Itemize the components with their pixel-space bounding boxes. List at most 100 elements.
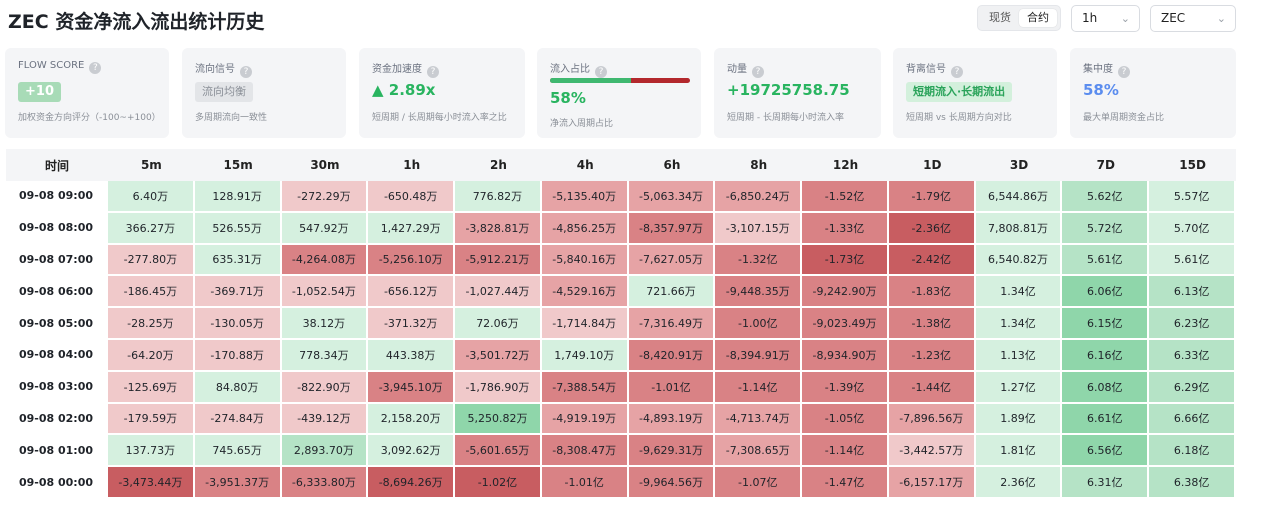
- flow-cell: 1.89亿: [975, 403, 1063, 436]
- help-icon[interactable]: ?: [1118, 66, 1130, 78]
- flow-cell: -6,157.17万: [888, 467, 976, 499]
- flow-cell: 3,092.62万: [368, 435, 456, 468]
- help-icon[interactable]: ?: [89, 62, 102, 74]
- flow-cell: 6.40万: [108, 181, 195, 213]
- help-icon[interactable]: ?: [595, 66, 607, 78]
- flow-cell: -1.23亿: [888, 339, 976, 372]
- row-time: 09-08 05:00: [6, 308, 108, 340]
- column-header: 6h: [628, 149, 716, 181]
- interval-select-value: 1h: [1082, 11, 1098, 25]
- flow-cell: 137.73万: [108, 435, 195, 468]
- flow-cell: -3,945.10万: [368, 371, 456, 404]
- flow-cell: 128.91万: [194, 181, 282, 213]
- flow-cell: -3,951.37万: [194, 467, 282, 499]
- flow-cell: -8,934.90万: [802, 339, 889, 372]
- card-concentration: 集中度? 58% 最大单周期资金占比: [1070, 48, 1236, 138]
- flow-cell: -1.44亿: [888, 371, 976, 404]
- flow-cell: -4,264.08万: [281, 244, 369, 277]
- flow-cell: -274.84万: [194, 403, 282, 436]
- flow-cell: -5,063.34万: [628, 181, 716, 213]
- flow-cell: -3,473.44万: [108, 467, 195, 499]
- flow-cell: 1,427.29万: [368, 212, 456, 245]
- flow-cell: -9,964.56万: [628, 467, 716, 499]
- flow-cell: -7,627.05万: [628, 244, 716, 277]
- flow-cell: 745.65万: [194, 435, 282, 468]
- flow-cell: 635.31万: [194, 244, 282, 277]
- card-divergence: 背离信号? 短期流入·长期流出 短周期 vs 长周期方向对比: [893, 48, 1057, 138]
- flow-cell: -1.33亿: [802, 212, 889, 245]
- flow-cell: 6,544.86万: [975, 181, 1063, 213]
- flow-cell: 5.57亿: [1149, 181, 1236, 213]
- flow-history-table: 时间 5m 15m 30m 1h 2h 4h 6h 8h 12h 1D 3D 7D 15D 09-08 0…: [6, 149, 1236, 499]
- flow-cell: -1.00亿: [715, 308, 803, 340]
- flow-cell: 5.62亿: [1062, 181, 1150, 213]
- flow-cell: -4,856.25万: [541, 212, 629, 245]
- interval-select[interactable]: 1h ⌄: [1071, 5, 1140, 32]
- toggle-futures[interactable]: 合约: [1019, 9, 1057, 27]
- flow-cell: 721.66万: [628, 276, 716, 309]
- table-row: 09-08 00:00 -3,473.44万 -3,951.37万 -6,333.80…: [6, 467, 1236, 499]
- table-row: 09-08 08:00 366.27万 526.55万 547.92万 1,427.29…: [6, 212, 1236, 245]
- card-sub: 加权资金方向评分（-100~+100）: [18, 113, 161, 123]
- flow-cell: 6.31亿: [1062, 467, 1150, 499]
- card-label: 集中度: [1083, 64, 1113, 75]
- flow-score-value: +10: [18, 82, 61, 102]
- card-label: 背离信号: [906, 64, 946, 75]
- flow-cell: 6,540.82万: [975, 244, 1063, 277]
- flow-cell: -7,388.54万: [541, 371, 629, 404]
- flow-cell: 6.56亿: [1062, 435, 1150, 468]
- help-icon[interactable]: ?: [752, 66, 764, 78]
- card-sub: 短周期 / 长周期每小时流入率之比: [372, 113, 507, 123]
- column-header: 12h: [802, 149, 889, 181]
- flow-cell: 6.16亿: [1062, 339, 1150, 372]
- card-inflow-ratio: 流入占比? 58% 净流入周期占比: [537, 48, 701, 138]
- flow-cell: -179.59万: [108, 403, 195, 436]
- card-label: FLOW SCORE: [18, 60, 85, 71]
- help-icon[interactable]: ?: [427, 66, 439, 78]
- flow-cell: 6.06亿: [1062, 276, 1150, 309]
- inflow-ratio-value: 58%: [550, 89, 586, 107]
- row-time: 09-08 00:00: [6, 467, 108, 499]
- table-body: 09-08 09:00 6.40万 128.91万 -272.29万 -650.48万 7…: [6, 181, 1236, 499]
- column-header: 1D: [888, 149, 976, 181]
- market-type-toggle[interactable]: 现货 合约: [977, 5, 1061, 31]
- flow-cell: -7,308.65万: [715, 435, 803, 468]
- flow-cell: -3,828.81万: [455, 212, 542, 245]
- flow-cell: -125.69万: [108, 371, 195, 404]
- divergence-value: 短期流入·长期流出: [906, 82, 1013, 102]
- flow-cell: -5,256.10万: [368, 244, 456, 277]
- card-sub: 最大单周期资金占比: [1083, 113, 1165, 123]
- help-icon[interactable]: ?: [951, 66, 963, 78]
- flow-cell: -1.79亿: [888, 181, 976, 213]
- column-header: 4h: [541, 149, 629, 181]
- toggle-spot[interactable]: 现货: [989, 11, 1011, 24]
- symbol-select[interactable]: ZEC ⌄: [1150, 5, 1236, 32]
- flow-cell: -272.29万: [281, 181, 369, 213]
- table-row: 09-08 03:00 -125.69万 84.80万 -822.90万 -3,945.…: [6, 371, 1236, 404]
- flow-cell: -4,919.19万: [541, 403, 629, 436]
- flow-cell: 72.06万: [455, 308, 542, 340]
- inflow-ratio-fill: [550, 78, 632, 83]
- flow-cell: 6.29亿: [1149, 371, 1236, 404]
- flow-cell: -1.39亿: [802, 371, 889, 404]
- column-header: 8h: [715, 149, 803, 181]
- card-label: 流入占比: [550, 64, 590, 75]
- flow-cell: -1.32亿: [715, 244, 803, 277]
- flow-cell: 5.70亿: [1149, 212, 1236, 245]
- flow-cell: 547.92万: [281, 212, 369, 245]
- flow-cell: -9,629.31万: [628, 435, 716, 468]
- flow-cell: -8,394.91万: [715, 339, 803, 372]
- row-time: 09-08 03:00: [6, 371, 108, 404]
- column-header-time: 时间: [6, 149, 108, 181]
- flow-cell: 6.61亿: [1062, 403, 1150, 436]
- table-row: 09-08 09:00 6.40万 128.91万 -272.29万 -650.48万 7…: [6, 181, 1236, 213]
- concentration-value: 58%: [1083, 81, 1119, 99]
- help-icon[interactable]: ?: [240, 66, 252, 78]
- flow-cell: -1.52亿: [802, 181, 889, 213]
- flow-cell: -130.05万: [194, 308, 282, 340]
- flow-cell: -170.88万: [194, 339, 282, 372]
- flow-cell: 366.27万: [108, 212, 195, 245]
- flow-cell: 526.55万: [194, 212, 282, 245]
- column-header: 15D: [1149, 149, 1236, 181]
- flow-signal-value: 流向均衡: [195, 82, 253, 102]
